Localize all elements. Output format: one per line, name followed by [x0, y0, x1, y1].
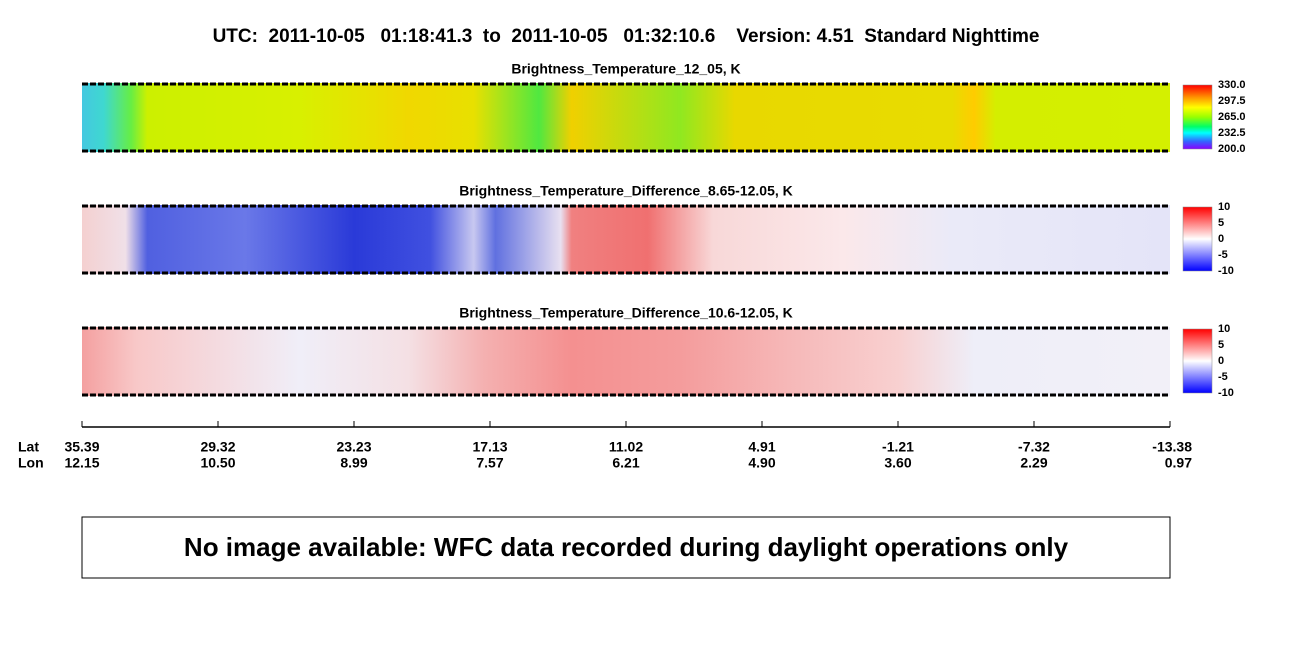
- colorbar: [1182, 206, 1213, 272]
- lat-tick-label: 29.32: [200, 439, 235, 455]
- colorbar-label: 5: [1218, 339, 1224, 351]
- message: No image available: WFC data recorded du…: [184, 532, 1069, 562]
- lon-label: Lon: [18, 455, 44, 471]
- lon-tick-label: 8.99: [340, 455, 367, 471]
- lat-tick-label: 4.91: [748, 439, 775, 455]
- panel-title: Brightness_Temperature_Difference_8.65-1…: [459, 183, 793, 199]
- lon-tick-label: 10.50: [200, 455, 235, 471]
- colorbar-label: -5: [1218, 249, 1228, 261]
- colorbar-label: 0: [1218, 355, 1224, 367]
- lon-tick-label: 6.21: [612, 455, 639, 471]
- lat-tick-label: -13.38: [1152, 439, 1192, 455]
- panel-title: Brightness_Temperature_12_05, K: [511, 61, 740, 77]
- lat-label: Lat: [18, 439, 39, 455]
- colorbar-label: 265.0: [1218, 111, 1246, 123]
- lon-tick-label: 4.90: [748, 455, 775, 471]
- image-strip: [82, 327, 1170, 396]
- colorbar-label: 232.5: [1218, 127, 1246, 139]
- colorbar-label: -10: [1218, 265, 1234, 277]
- colorbar-label: 10: [1218, 201, 1230, 213]
- colorbar: [1182, 328, 1213, 394]
- colorbar-label: 200.0: [1218, 143, 1246, 155]
- panel-title: Brightness_Temperature_Difference_10.6-1…: [459, 305, 793, 321]
- lon-tick-label: 0.97: [1165, 455, 1192, 471]
- colorbar-label: -10: [1218, 387, 1234, 399]
- colorbar-label: 0: [1218, 233, 1224, 245]
- colorbar-label: 297.5: [1218, 95, 1246, 107]
- colorbar-label: 5: [1218, 217, 1224, 229]
- message-box: [81, 516, 1171, 579]
- lat-tick-label: 35.39: [64, 439, 99, 455]
- colorbar-label: 10: [1218, 323, 1230, 335]
- lon-tick-label: 2.29: [1020, 455, 1047, 471]
- colorbar-label: -5: [1218, 371, 1228, 383]
- lat-tick-label: 11.02: [609, 439, 643, 455]
- colorbar: [1182, 84, 1213, 150]
- lat-tick-label: -7.32: [1018, 439, 1050, 455]
- page-title: UTC: 2011-10-05 01:18:41.3 to 2011-10-05…: [213, 26, 1040, 47]
- lon-tick-label: 12.15: [64, 455, 99, 471]
- colorbar-label: 330.0: [1218, 79, 1246, 91]
- image-strip: [82, 83, 1170, 152]
- lon-tick-label: 7.57: [476, 455, 503, 471]
- lat-tick-label: -1.21: [882, 439, 914, 455]
- lon-tick-label: 3.60: [884, 455, 911, 471]
- image-strip: [82, 205, 1170, 274]
- lat-tick-label: 23.23: [336, 439, 371, 455]
- lat-tick-label: 17.13: [472, 439, 507, 455]
